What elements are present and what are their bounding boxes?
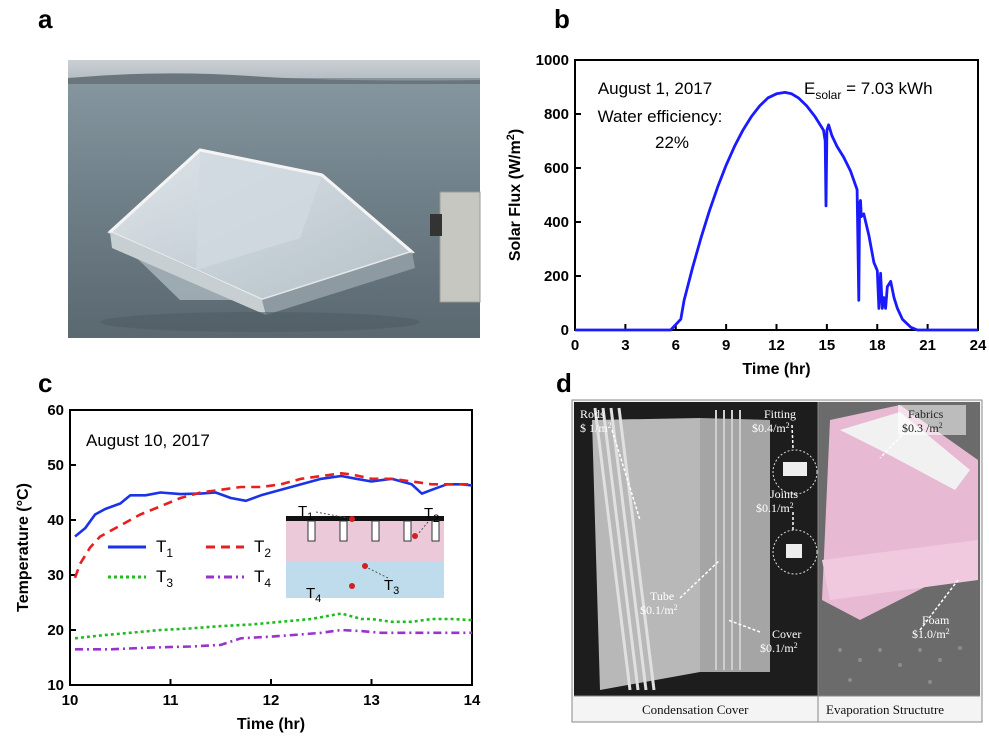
x-axis-label: Time (hr) bbox=[237, 716, 305, 733]
inset-channel bbox=[403, 520, 412, 542]
y-tick-label: 50 bbox=[47, 457, 64, 474]
annotation-efficiency-label: Water efficiency: bbox=[598, 107, 723, 126]
inset-sensor-t4 bbox=[349, 583, 355, 589]
x-tick-label: 11 bbox=[163, 692, 179, 709]
inset-channel bbox=[339, 520, 348, 542]
legend-label-t2: T2 bbox=[254, 537, 271, 560]
y-axis-label: Temperature (°C) bbox=[15, 483, 32, 612]
x-tick-label: 24 bbox=[970, 337, 987, 354]
x-tick-label: 6 bbox=[672, 337, 680, 354]
panel-d-letter: d bbox=[556, 368, 572, 398]
y-tick-label: 800 bbox=[544, 106, 569, 123]
legend-label-t1: T1 bbox=[156, 537, 173, 560]
series-line-t3 bbox=[74, 612, 473, 640]
legend-label-t3: T3 bbox=[156, 567, 173, 590]
series-line-t4 bbox=[75, 628, 472, 651]
y-tick-label: 600 bbox=[544, 160, 569, 177]
series-line-t1 bbox=[74, 474, 473, 538]
x-tick-label: 12 bbox=[263, 692, 280, 709]
legend-label-t4: T4 bbox=[254, 567, 271, 590]
inset-schematic: T1 T2 T3 T4 bbox=[286, 503, 444, 605]
inset-label-t1: T1 bbox=[298, 503, 313, 523]
solar-flux-line bbox=[575, 91, 978, 332]
x-tick-label: 14 bbox=[464, 692, 481, 709]
panel-c-letter: c bbox=[38, 368, 53, 398]
x-tick-label: 13 bbox=[363, 692, 380, 709]
y-tick-label: 200 bbox=[544, 268, 569, 285]
x-tick-label: 10 bbox=[62, 692, 79, 709]
x-tick-label: 9 bbox=[722, 337, 730, 354]
y-tick-label: 20 bbox=[47, 622, 64, 639]
x-tick-label: 12 bbox=[768, 337, 785, 354]
y-axis-label: Solar Flux (W/m2) bbox=[505, 129, 524, 261]
x-axis-label: Time (hr) bbox=[742, 361, 810, 378]
x-tick-label: 18 bbox=[869, 337, 886, 354]
y-tick-label: 400 bbox=[544, 214, 569, 231]
inset-label-t2: T2 bbox=[424, 505, 439, 525]
inset-channel bbox=[431, 520, 440, 542]
inset-label-t3: T3 bbox=[384, 577, 399, 597]
inset-sensor-t2 bbox=[412, 533, 418, 539]
inset-sensor-t1 bbox=[349, 516, 355, 522]
x-tick-label: 3 bbox=[621, 337, 629, 354]
annotation-energy: Esolar = 7.03 kWh bbox=[804, 79, 933, 102]
x-tick-label: 0 bbox=[571, 337, 579, 354]
annotation-date: August 1, 2017 bbox=[598, 79, 712, 98]
inset-label-t4: T4 bbox=[306, 585, 321, 605]
panel-b-letter: b bbox=[554, 4, 570, 34]
inset-channel bbox=[307, 520, 316, 542]
x-tick-label: 21 bbox=[919, 337, 936, 354]
inset-channel bbox=[371, 520, 380, 542]
panel-a-letter: a bbox=[38, 4, 53, 34]
y-tick-label: 60 bbox=[47, 402, 64, 419]
y-tick-label: 1000 bbox=[536, 52, 569, 69]
y-tick-label: 10 bbox=[47, 677, 64, 694]
y-tick-label: 30 bbox=[47, 567, 64, 584]
inset-sensor-t3 bbox=[362, 563, 368, 569]
x-tick-label: 15 bbox=[819, 337, 836, 354]
y-tick-label: 0 bbox=[561, 322, 569, 339]
annotation-date: August 10, 2017 bbox=[86, 431, 210, 450]
y-tick-label: 40 bbox=[47, 512, 64, 529]
inset-top-layer bbox=[286, 516, 444, 521]
annotation-efficiency-value: 22% bbox=[655, 133, 689, 152]
series-line-t2 bbox=[73, 472, 472, 579]
